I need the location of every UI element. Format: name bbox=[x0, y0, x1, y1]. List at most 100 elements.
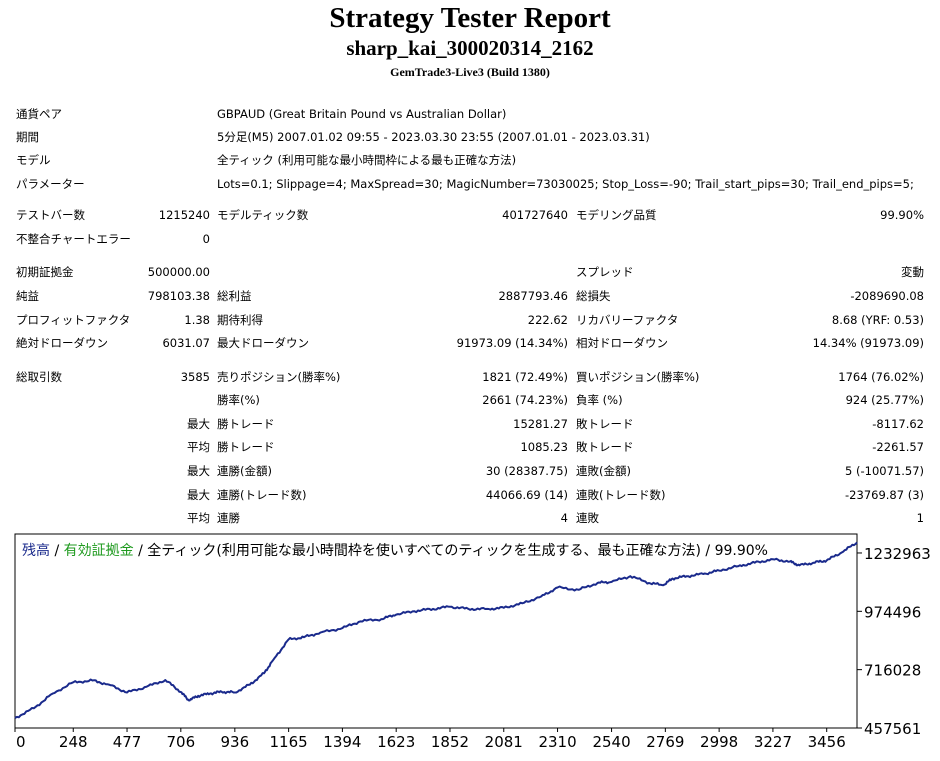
gross-loss-label: 総損失 bbox=[576, 289, 611, 303]
x-tick-label: 2769 bbox=[646, 733, 684, 751]
avg-cons-wins-label: 連勝 bbox=[217, 511, 240, 525]
x-tick-label: 1394 bbox=[323, 733, 361, 751]
cons-losses-amount-label: 連敗(金額) bbox=[576, 464, 631, 478]
cons-losses-count-value: -23769.87 (3) bbox=[845, 488, 924, 502]
avg-cons-losses-value: 1 bbox=[916, 511, 924, 525]
chart-legend: 残高 / 有効証拠金 / 全ティック(利用可能な最小時間枠を使いすべてのティック… bbox=[22, 542, 768, 559]
expected-payoff-label: 期待利得 bbox=[217, 313, 263, 327]
quality-value: 99.90% bbox=[880, 208, 924, 222]
rel-drawdown-value: 14.34% (91973.09) bbox=[812, 336, 924, 350]
max-cons-count-prefix: 最大 bbox=[187, 488, 210, 502]
info-label-model: モデル bbox=[16, 153, 51, 167]
win-rate-value: 2661 (74.23%) bbox=[482, 393, 568, 407]
avg-cons-wins-value: 4 bbox=[560, 511, 568, 525]
info-value-model: 全ティック (利用可能な最小時間枠による最も正確な方法) bbox=[217, 153, 517, 167]
x-tick-label: 2310 bbox=[538, 733, 576, 751]
info-value-parameters: Lots=0.1; Slippage=4; MaxSpread=30; Magi… bbox=[217, 177, 914, 191]
x-tick-label: 936 bbox=[221, 733, 250, 751]
y-tick-label: 457561 bbox=[864, 720, 921, 738]
avg-win-label: 勝トレード bbox=[217, 440, 275, 454]
avg-loss-value: -2261.57 bbox=[872, 440, 924, 454]
balance-chart: 残高 / 有効証拠金 / 全ティック(利用可能な最小時間枠を使いすべてのティック… bbox=[14, 533, 931, 751]
abs-drawdown-label: 絶対ドローダウン bbox=[16, 336, 108, 350]
y-tick-label: 974496 bbox=[864, 603, 921, 621]
max-drawdown-value: 91973.09 (14.34%) bbox=[456, 336, 568, 350]
net-profit-value: 798103.38 bbox=[147, 289, 210, 303]
mismatch-value: 0 bbox=[202, 232, 210, 246]
spread-value: 変動 bbox=[901, 265, 924, 279]
long-positions-value: 1764 (76.02%) bbox=[838, 370, 924, 384]
deposit-label: 初期証拠金 bbox=[16, 265, 74, 279]
info-value-period: 5分足(M5) 2007.01.02 09:55 - 2023.03.30 23… bbox=[217, 130, 650, 144]
legend-description: 全ティック(利用可能な最小時間枠を使いすべてのティックを生成する、最も正確な方法… bbox=[147, 542, 768, 559]
gross-loss-value: -2089690.08 bbox=[850, 289, 924, 303]
y-tick-label: 1232963 bbox=[864, 545, 931, 563]
mismatch-label: 不整合チャートエラー bbox=[16, 232, 131, 246]
max-cons-amount-prefix: 最大 bbox=[187, 464, 210, 478]
largest-loss-value: -8117.62 bbox=[872, 417, 924, 431]
cons-wins-amount-label: 連勝(金額) bbox=[217, 464, 272, 478]
legend-separator-1: / bbox=[50, 543, 64, 559]
loss-rate-label: 負率 (%) bbox=[576, 393, 623, 407]
largest-loss-label: 敗トレード bbox=[576, 417, 634, 431]
x-tick-label: 2998 bbox=[700, 733, 738, 751]
rel-drawdown-label: 相対ドローダウン bbox=[576, 336, 668, 350]
short-positions-label: 売りポジション(勝率%) bbox=[217, 370, 341, 384]
x-tick-label: 1165 bbox=[270, 733, 308, 751]
ticks-label: モデルティック数 bbox=[217, 208, 309, 222]
x-tick-label: 2540 bbox=[592, 733, 630, 751]
recovery-factor-label: リカバリーファクタ bbox=[576, 313, 679, 327]
info-label-symbol: 通貨ペア bbox=[16, 107, 62, 121]
x-tick-label: 248 bbox=[59, 733, 88, 751]
win-rate-label: 勝率(%) bbox=[217, 393, 260, 407]
legend-balance: 残高 bbox=[22, 542, 50, 559]
loss-rate-value: 924 (25.77%) bbox=[845, 393, 924, 407]
x-tick-label: 0 bbox=[16, 733, 26, 751]
cons-wins-amount-value: 30 (28387.75) bbox=[485, 464, 568, 478]
largest-prefix: 最大 bbox=[187, 417, 210, 431]
legend-separator-2: / bbox=[134, 543, 148, 559]
server-build: GemTrade3-Live3 (Build 1380) bbox=[390, 65, 550, 79]
recovery-factor-value: 8.68 (YRF: 0.53) bbox=[831, 313, 924, 327]
spread-label: スプレッド bbox=[576, 265, 634, 279]
x-tick-label: 2081 bbox=[485, 733, 523, 751]
net-profit-label: 純益 bbox=[16, 289, 39, 303]
x-tick-label: 3227 bbox=[754, 733, 792, 751]
plot-frame bbox=[14, 533, 858, 729]
info-value-symbol: GBPAUD (Great Britain Pound vs Australia… bbox=[217, 107, 507, 121]
cons-wins-count-value: 44066.69 (14) bbox=[485, 488, 568, 502]
x-tick-label: 3456 bbox=[808, 733, 846, 751]
largest-win-value: 15281.27 bbox=[513, 417, 568, 431]
quality-label: モデリング品質 bbox=[576, 208, 657, 222]
ticks-value: 401727640 bbox=[502, 208, 568, 222]
info-label-parameters: パラメーター bbox=[16, 177, 85, 191]
report-subtitle: sharp_kai_300020314_2162 bbox=[346, 36, 594, 60]
average-prefix: 平均 bbox=[187, 440, 210, 454]
balance-line bbox=[14, 541, 858, 719]
avg-cons-prefix: 平均 bbox=[187, 511, 210, 525]
x-tick-label: 1623 bbox=[377, 733, 415, 751]
cons-losses-count-label: 連敗(トレード数) bbox=[576, 488, 666, 502]
profit-factor-value: 1.38 bbox=[184, 313, 210, 327]
gross-profit-value: 2887793.46 bbox=[498, 289, 568, 303]
max-drawdown-label: 最大ドローダウン bbox=[217, 336, 309, 350]
cons-losses-amount-value: 5 (-10071.57) bbox=[845, 464, 924, 478]
avg-win-value: 1085.23 bbox=[520, 440, 568, 454]
bars-value: 1215240 bbox=[158, 208, 210, 222]
bars-label: テストバー数 bbox=[16, 208, 85, 222]
total-trades-label: 総取引数 bbox=[16, 370, 62, 384]
x-tick-label: 1852 bbox=[431, 733, 469, 751]
short-positions-value: 1821 (72.49%) bbox=[482, 370, 568, 384]
deposit-value: 500000.00 bbox=[147, 265, 210, 279]
avg-loss-label: 敗トレード bbox=[576, 440, 634, 454]
profit-factor-label: プロフィットファクタ bbox=[16, 313, 131, 327]
largest-win-label: 勝トレード bbox=[217, 417, 275, 431]
total-trades-value: 3585 bbox=[180, 370, 210, 384]
x-tick-label: 706 bbox=[166, 733, 195, 751]
legend-equity: 有効証拠金 bbox=[64, 543, 134, 559]
info-label-period: 期間 bbox=[16, 130, 39, 144]
avg-cons-losses-label: 連敗 bbox=[576, 511, 599, 525]
gross-profit-label: 総利益 bbox=[217, 289, 252, 303]
expected-payoff-value: 222.62 bbox=[527, 313, 568, 327]
abs-drawdown-value: 6031.07 bbox=[162, 336, 210, 350]
